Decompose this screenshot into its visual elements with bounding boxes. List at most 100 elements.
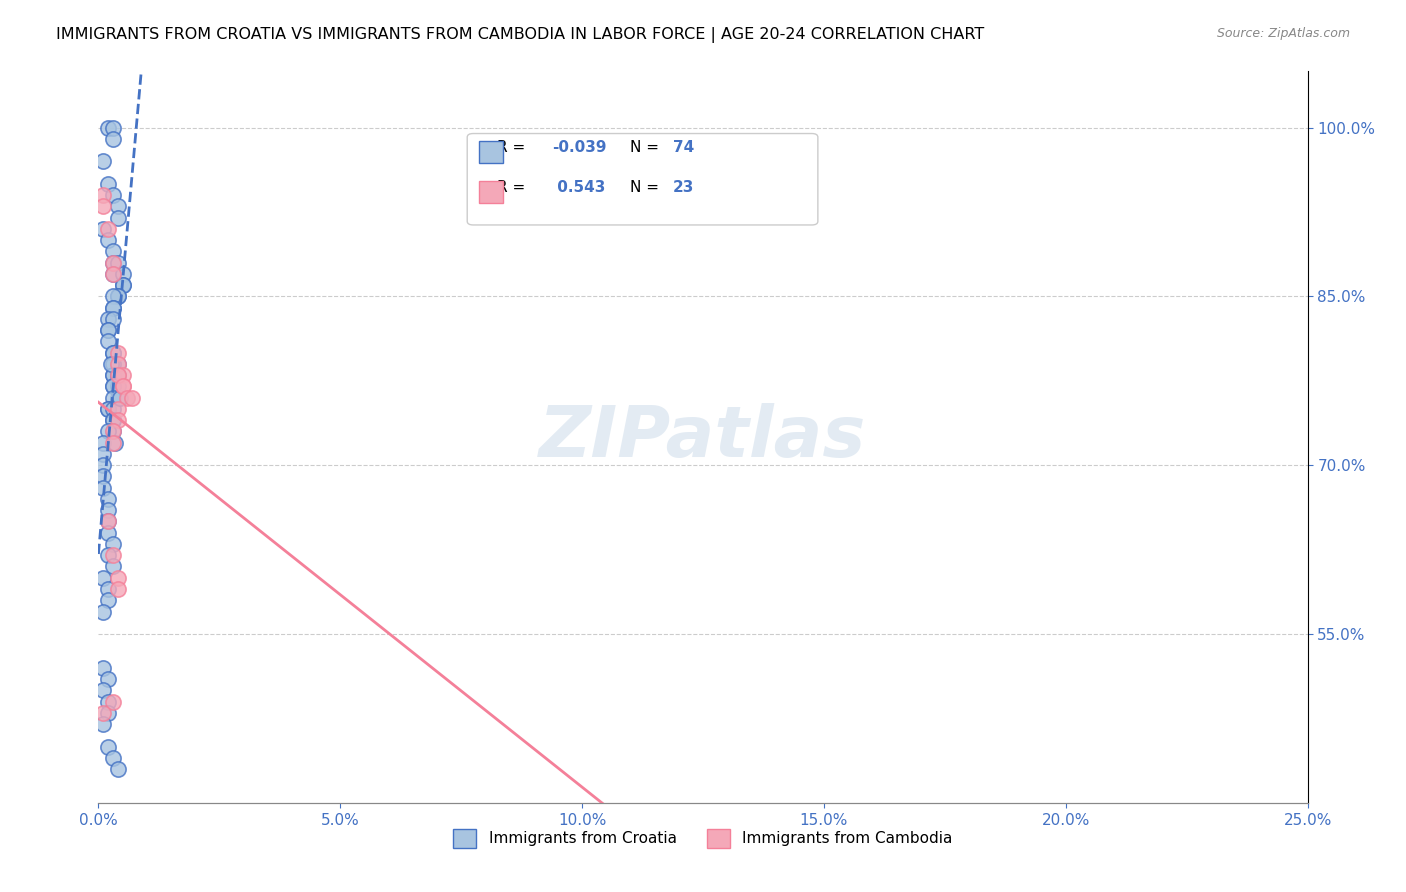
Point (107, 289, 129, 303)
Point (97, 515, 120, 529)
Point (91, 435, 114, 450)
Point (97, 582, 120, 596)
Point (117, 391, 139, 405)
Point (101, 548, 124, 562)
Point (111, 267, 134, 281)
Text: R =: R = (498, 180, 530, 195)
Point (111, 368, 134, 383)
Point (107, 368, 129, 383)
Point (97, 694, 120, 708)
Bar (479, 181, 503, 203)
Point (104, 435, 127, 450)
Point (101, 751, 124, 765)
Point (97, 312, 120, 326)
Point (101, 267, 124, 281)
Point (101, 368, 124, 383)
Point (91, 571, 114, 585)
Point (111, 379, 134, 393)
Point (97, 222, 120, 236)
Point (101, 425, 124, 439)
Point (91, 706, 114, 720)
Point (91, 605, 114, 619)
Text: ZIPatlas: ZIPatlas (540, 402, 866, 472)
Point (97, 739, 120, 754)
Point (101, 345, 124, 359)
Point (111, 278, 134, 293)
Point (91, 458, 114, 473)
Point (97, 548, 120, 562)
Point (107, 211, 129, 225)
Point (107, 401, 129, 416)
Text: 0.543: 0.543 (551, 180, 605, 195)
Point (107, 762, 129, 776)
Text: N =: N = (630, 140, 664, 155)
Point (97, 706, 120, 720)
Point (101, 188, 124, 202)
Point (91, 481, 114, 495)
Point (101, 301, 124, 315)
Point (101, 391, 124, 405)
Point (97, 120, 120, 135)
Point (107, 571, 129, 585)
Legend: Immigrants from Croatia, Immigrants from Cambodia: Immigrants from Croatia, Immigrants from… (447, 822, 959, 854)
Point (107, 357, 129, 371)
Point (101, 289, 124, 303)
Point (101, 694, 124, 708)
Text: N =: N = (630, 180, 664, 195)
Point (91, 188, 114, 202)
Point (97, 491, 120, 506)
Point (107, 357, 129, 371)
Point (97, 401, 120, 416)
Point (107, 413, 129, 427)
Point (121, 391, 143, 405)
Text: Source: ZipAtlas.com: Source: ZipAtlas.com (1216, 27, 1350, 40)
Point (101, 435, 124, 450)
Point (97, 515, 120, 529)
Point (101, 379, 124, 393)
Point (97, 233, 120, 247)
Point (111, 379, 134, 393)
Text: 74: 74 (672, 140, 695, 155)
Point (101, 301, 124, 315)
Point (101, 357, 124, 371)
Point (100, 357, 122, 371)
Point (97, 323, 120, 337)
Point (101, 312, 124, 326)
Point (101, 413, 124, 427)
Bar (479, 141, 503, 163)
Point (101, 537, 124, 551)
Point (111, 278, 134, 293)
Point (91, 717, 114, 731)
Text: -0.039: -0.039 (551, 140, 606, 155)
Point (91, 199, 114, 213)
Point (97, 177, 120, 191)
Point (101, 255, 124, 269)
Point (97, 525, 120, 540)
Point (97, 323, 120, 337)
Point (91, 661, 114, 675)
Point (97, 672, 120, 686)
Point (91, 222, 114, 236)
Text: IMMIGRANTS FROM CROATIA VS IMMIGRANTS FROM CAMBODIA IN LABOR FORCE | AGE 20-24 C: IMMIGRANTS FROM CROATIA VS IMMIGRANTS FR… (56, 27, 984, 43)
Point (101, 120, 124, 135)
Point (108, 391, 131, 405)
Point (91, 683, 114, 698)
Point (97, 401, 120, 416)
Point (101, 368, 124, 383)
Point (97, 334, 120, 349)
Point (107, 345, 129, 359)
Point (101, 345, 124, 359)
Point (91, 447, 114, 461)
Point (101, 559, 124, 574)
Point (97, 503, 120, 517)
Point (97, 593, 120, 607)
Point (101, 244, 124, 259)
Text: 23: 23 (672, 180, 695, 195)
Point (107, 289, 129, 303)
Point (107, 199, 129, 213)
Point (107, 582, 129, 596)
Point (107, 379, 129, 393)
Point (101, 379, 124, 393)
Point (107, 368, 129, 383)
Point (101, 425, 124, 439)
